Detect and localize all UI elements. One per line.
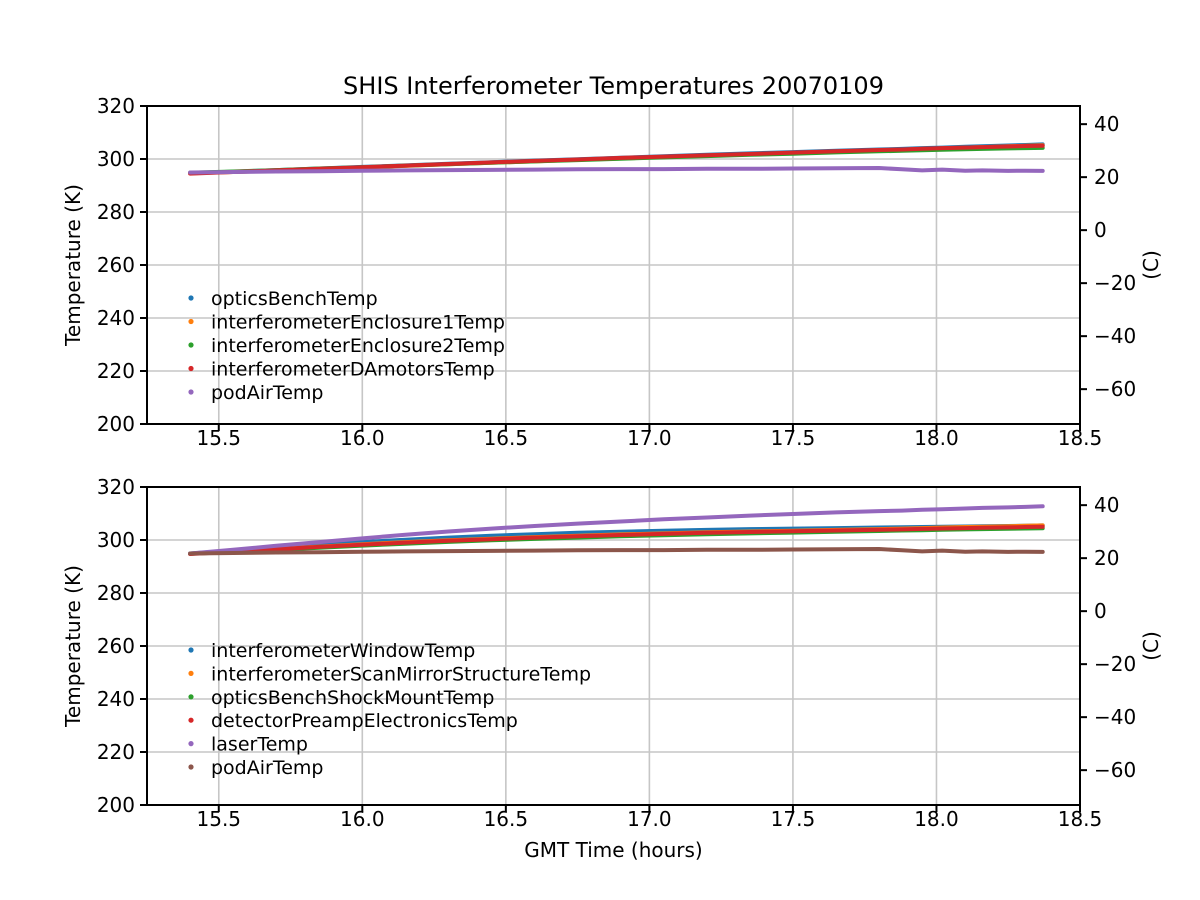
x-axis-title: GMT Time (hours) [524,838,703,862]
x-tick-label: 16.5 [484,426,529,450]
y-tick-label: 300 [97,147,135,171]
right-y-tick-label: 0 [1094,218,1107,242]
y-tick-label: 300 [97,528,135,552]
legend-label-interferometerEnclosure1Temp: interferometerEnclosure1Temp [211,312,505,334]
legend-label-laserTemp: laserTemp [211,734,308,756]
x-tick-label: 18.5 [1058,807,1103,831]
x-tick-label: 16.5 [484,807,529,831]
legend-label-podAirTemp: podAirTemp [211,382,323,404]
y-axis-label: Temperature (K) [61,184,85,347]
y-tick-label: 200 [97,412,135,436]
x-tick-label: 17.5 [771,426,816,450]
legend-marker-dot-icon [188,318,194,325]
legend-marker-dot-icon [188,694,194,700]
right-y-tick-label: −40 [1094,705,1136,729]
right-y-tick-label: −60 [1094,377,1136,401]
legend-label-detectorPreampElectronicsTemp: detectorPreampElectronicsTemp [211,710,518,732]
legend-marker-dot-icon [188,647,194,653]
legend-marker-dot-icon [188,365,194,372]
x-tick-label: 18.0 [914,426,959,450]
x-tick-label: 15.5 [197,807,242,831]
right-y-tick-label: 40 [1094,493,1119,517]
legend-marker-dot-icon [188,670,194,677]
series-line-laserTemp [188,504,1045,556]
y-tick-label: 280 [97,581,135,605]
y-tick-label: 260 [97,634,135,658]
legend-label-opticsBenchTemp: opticsBenchTemp [211,288,378,310]
x-tick-label: 15.5 [197,426,242,450]
legend-marker-dot-icon [188,741,194,747]
y-tick-label: 240 [97,687,135,711]
chart-title: SHIS Interferometer Temperatures 2007010… [343,72,884,100]
legend-label-interferometerDAmotorsTemp: interferometerDAmotorsTemp [211,359,495,381]
right-y-tick-label: 20 [1094,546,1119,570]
x-tick-label: 17.5 [771,807,816,831]
x-tick-label: 16.0 [340,426,385,450]
legend-label-interferometerWindowTemp: interferometerWindowTemp [211,640,475,662]
right-y-axis-label: (C) [1139,250,1163,280]
y-tick-label: 220 [97,740,135,764]
y-tick-label: 280 [97,200,135,224]
y-tick-label: 240 [97,306,135,330]
x-tick-label: 17.0 [627,807,672,831]
right-y-axis-label: (C) [1139,631,1163,661]
x-tick-label: 18.5 [1058,426,1103,450]
y-tick-label: 320 [97,475,135,499]
right-y-tick-label: −20 [1094,271,1136,295]
legend-label-opticsBenchShockMountTemp: opticsBenchShockMountTemp [211,687,494,709]
series-line-detectorPreampElectronicsTemp [188,524,1045,556]
legend-label-podAirTemp: podAirTemp [211,757,323,779]
series-line-podAirTemp [188,166,1045,175]
legend-marker-dot-icon [188,389,194,395]
right-y-tick-label: 0 [1094,599,1107,623]
y-axis-label: Temperature (K) [61,565,85,728]
y-tick-label: 320 [97,94,135,118]
y-tick-label: 260 [97,253,135,277]
right-y-tick-label: −60 [1094,758,1136,782]
legend-marker-dot-icon [188,342,194,348]
series-line-interferometerDAmotorsTemp [188,143,1045,176]
y-tick-label: 220 [97,359,135,383]
legend-label-interferometerEnclosure2Temp: interferometerEnclosure2Temp [211,335,505,357]
x-tick-label: 17.0 [627,426,672,450]
series-line-podAirTemp [188,547,1045,556]
legend-label-interferometerScanMirrorStructureTemp: interferometerScanMirrorStructureTemp [211,663,591,685]
right-y-tick-label: −40 [1094,324,1136,348]
legend-marker-dot-icon [188,295,194,301]
legend-marker-dot-icon [188,764,194,770]
x-tick-label: 16.0 [340,807,385,831]
right-y-tick-label: −20 [1094,652,1136,676]
right-y-tick-label: 40 [1094,112,1119,136]
legend-marker-dot-icon [188,717,194,723]
x-tick-label: 18.0 [914,807,959,831]
right-y-tick-label: 20 [1094,165,1119,189]
y-tick-label: 200 [97,793,135,817]
